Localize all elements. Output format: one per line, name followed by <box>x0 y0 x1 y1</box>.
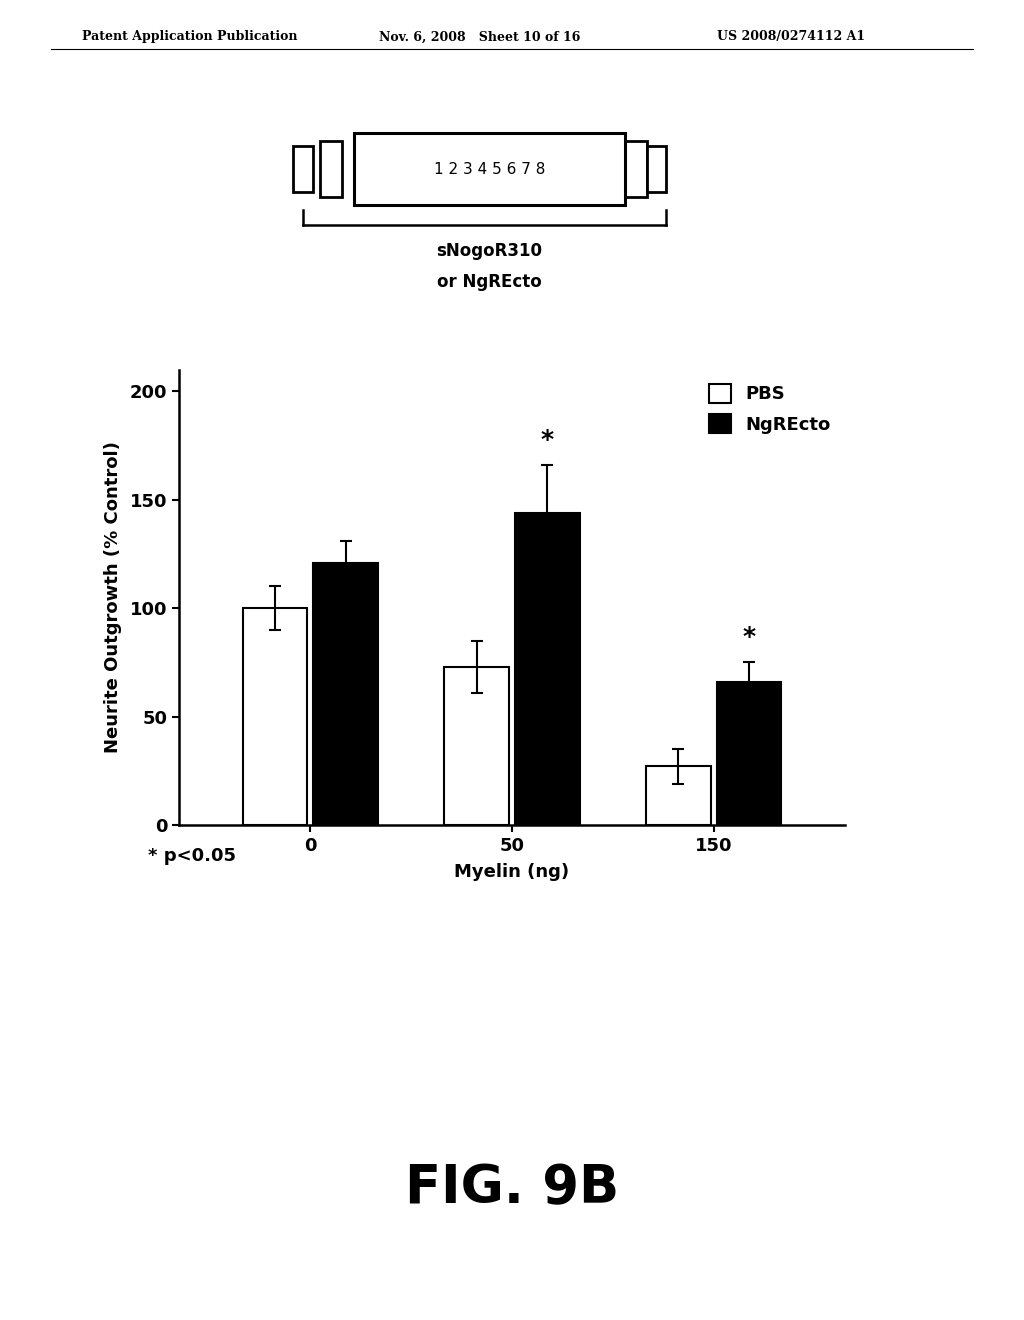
Text: FIG. 9B: FIG. 9B <box>404 1162 620 1214</box>
Bar <box>444 667 509 825</box>
Text: 1 2 3 4 5 6 7 8: 1 2 3 4 5 6 7 8 <box>434 161 545 177</box>
Bar <box>354 133 625 205</box>
Y-axis label: Neurite Outgrowth (% Control): Neurite Outgrowth (% Control) <box>103 441 122 754</box>
Bar <box>625 141 647 197</box>
Legend: PBS, NgREcto: PBS, NgREcto <box>703 379 836 440</box>
Bar <box>319 141 342 197</box>
Bar <box>243 609 307 825</box>
Bar <box>646 767 711 825</box>
Text: *: * <box>742 626 756 649</box>
Text: sNogoR310: sNogoR310 <box>436 242 543 260</box>
Bar <box>313 562 378 825</box>
Bar <box>515 512 580 825</box>
Text: * p<0.05: * p<0.05 <box>148 847 237 866</box>
Text: Nov. 6, 2008   Sheet 10 of 16: Nov. 6, 2008 Sheet 10 of 16 <box>379 30 581 44</box>
Text: Patent Application Publication: Patent Application Publication <box>82 30 297 44</box>
Text: US 2008/0274112 A1: US 2008/0274112 A1 <box>717 30 865 44</box>
Text: or NgREcto: or NgREcto <box>437 273 542 290</box>
Bar <box>293 147 312 193</box>
Bar <box>717 682 781 825</box>
Bar <box>647 147 667 193</box>
Text: *: * <box>541 428 554 451</box>
X-axis label: Myelin (ng): Myelin (ng) <box>455 863 569 882</box>
